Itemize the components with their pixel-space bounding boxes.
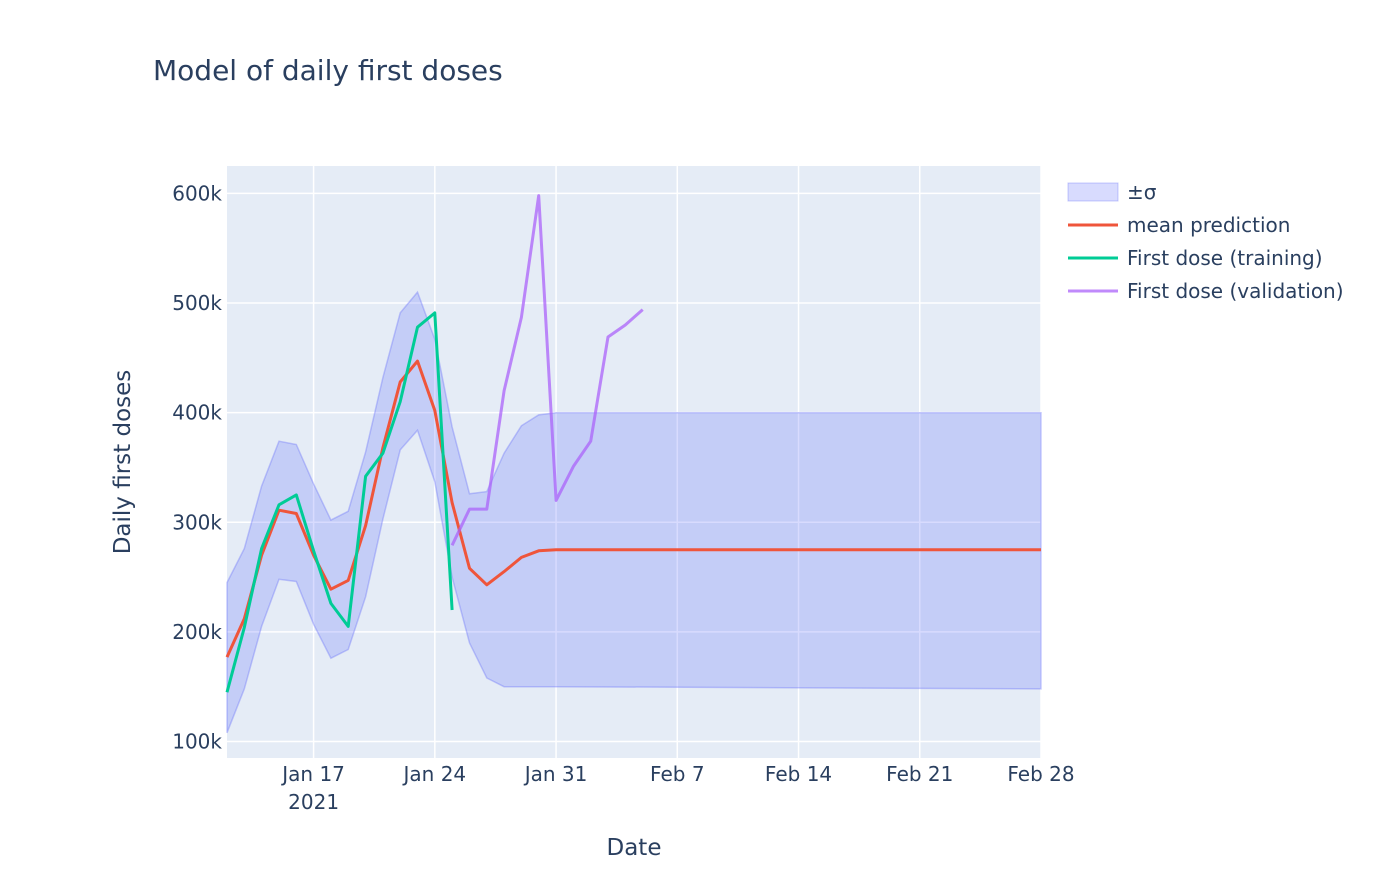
y-tick-label: 500k xyxy=(172,291,222,315)
y-axis-ticks: 100k 200k 300k 400k 500k 600k xyxy=(172,181,222,753)
y-axis-title: Daily first doses xyxy=(110,370,136,555)
x-tick-label: Jan 31 xyxy=(523,762,588,786)
legend-label: First dose (training) xyxy=(1127,246,1323,270)
series-lines xyxy=(225,194,1041,693)
legend-label: First dose (validation) xyxy=(1127,279,1344,303)
legend: ±σ mean prediction First dose (training) Fi… xyxy=(1067,180,1344,303)
legend-label: mean prediction xyxy=(1127,213,1290,237)
y-tick-label: 400k xyxy=(172,401,222,425)
series-line-mean-prediction xyxy=(225,359,1041,658)
series-line-first-dose-validation xyxy=(450,194,644,546)
x-tick-label: Feb 28 xyxy=(1007,762,1074,786)
y-tick-label: 600k xyxy=(172,181,222,205)
x-tick-label: Feb 14 xyxy=(765,762,832,786)
x-tick-label: Feb 21 xyxy=(886,762,953,786)
x-gridlines xyxy=(312,166,1042,758)
series-line-first-dose-training xyxy=(225,311,454,693)
chart-title: Model of daily first doses xyxy=(153,54,503,87)
y-tick-label: 200k xyxy=(172,620,222,644)
x-axis-title: Date xyxy=(607,835,662,861)
x-tick-sublabel: 2021 xyxy=(288,790,339,814)
y-tick-label: 100k xyxy=(172,730,222,754)
x-tick-label: Jan 24 xyxy=(402,762,467,786)
plot-background xyxy=(227,166,1041,758)
x-axis-ticks: Jan 17 2021 Jan 24 Jan 31 Feb 7 Feb 14 Feb 21 F… xyxy=(280,762,1074,814)
x-tick-label: Jan 17 xyxy=(280,762,345,786)
y-gridlines xyxy=(227,192,1041,743)
y-tick-label: 300k xyxy=(172,510,222,534)
legend-label-band: ±σ xyxy=(1127,180,1157,204)
legend-swatch-band xyxy=(1067,182,1119,202)
x-tick-label: Feb 7 xyxy=(650,762,705,786)
